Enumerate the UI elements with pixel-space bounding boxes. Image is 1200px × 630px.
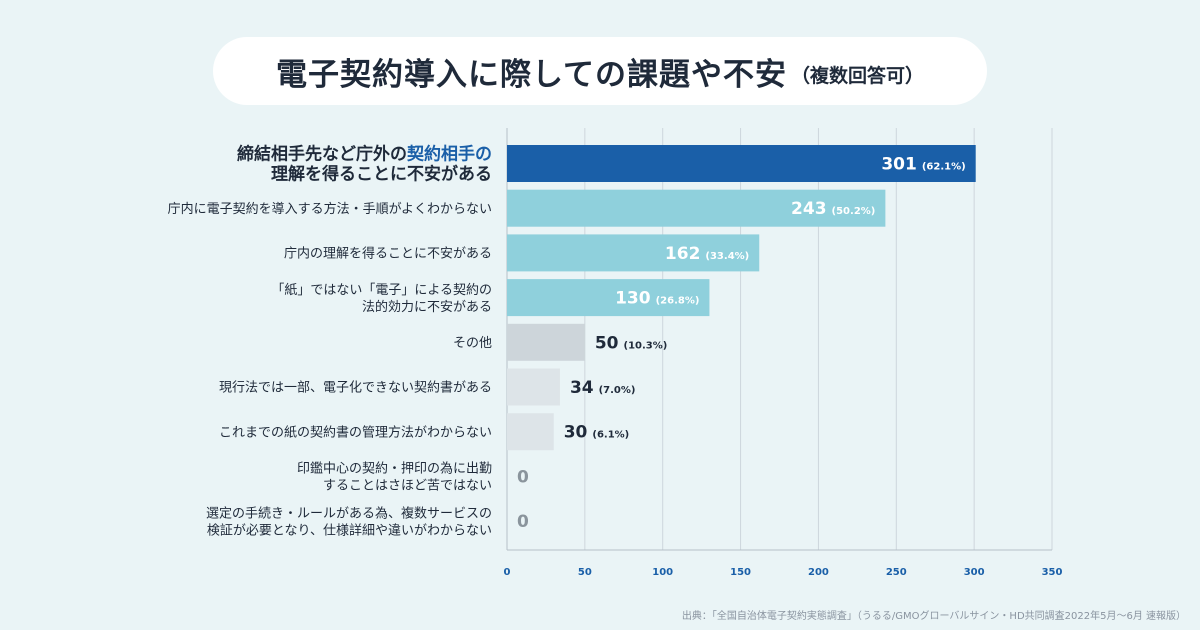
x-tick-label: 300 <box>964 567 985 578</box>
category-label: 理解を得ることに不安がある <box>271 164 492 185</box>
bar <box>507 413 554 451</box>
category-label: 締結相手先など庁外の契約相手の <box>237 144 492 165</box>
category-label-segment: 締結相手先など庁外の <box>237 144 407 165</box>
category-label-segment: 理解を得ることに不安がある <box>271 164 492 185</box>
data-label: 162 (33.4%) <box>665 244 749 264</box>
category-label: 「紙」ではない「電子」による契約の <box>271 283 492 298</box>
data-label-percent: (50.2%) <box>832 206 876 217</box>
x-tick-label: 250 <box>886 567 907 578</box>
data-label: 0 <box>517 512 529 532</box>
category-label-segment: これまでの紙の契約書の管理方法がわからない <box>219 424 492 440</box>
bar <box>507 368 560 406</box>
chart-title: 電子契約導入に際しての課題や不安 （複数回答可） <box>213 37 987 105</box>
category-label-segment: 契約相手の <box>406 144 492 165</box>
x-tick-label: 50 <box>578 567 592 578</box>
data-label: 130 (26.8%) <box>615 289 699 309</box>
title-subtitle: （複数回答可） <box>791 64 925 87</box>
data-label-value: 130 <box>615 289 651 309</box>
category-label: これまでの紙の契約書の管理方法がわからない <box>219 424 492 440</box>
data-label-percent: (6.1%) <box>592 430 629 441</box>
source-note: 出典：「全国自治体電子契約実態調査」（うるる/GMOグローバルサイン・HD共同調… <box>681 611 1186 622</box>
data-label-percent: (7.0%) <box>599 385 636 396</box>
x-tick-label: 350 <box>1042 567 1063 578</box>
category-label: その他 <box>453 336 492 351</box>
data-label-value: 34 <box>570 378 594 398</box>
x-tick-label: 0 <box>504 567 511 578</box>
bar <box>507 234 760 272</box>
x-tick-label: 150 <box>730 567 751 578</box>
data-label: 34 (7.0%) <box>570 378 636 398</box>
category-label-segment: することはさほど苦ではない <box>323 478 492 494</box>
data-label: 301 (62.1%) <box>881 155 965 175</box>
data-label-percent: (62.1%) <box>922 162 966 173</box>
data-label: 243 (50.2%) <box>791 199 875 219</box>
bar <box>507 279 710 317</box>
data-label-value: 301 <box>881 155 917 175</box>
category-label-segment: その他 <box>453 336 492 351</box>
category-label: 検証が必要となり、仕様詳細や違いがわからない <box>207 522 492 538</box>
data-label-percent: (33.4%) <box>705 251 749 262</box>
category-label: 庁内に電子契約を導入する方法・手順がよくわからない <box>168 201 492 217</box>
category-label-segment: 検証が必要となり、仕様詳細や違いがわからない <box>207 522 492 538</box>
category-label: 現行法では一部、電子化できない契約書がある <box>219 381 492 396</box>
data-label: 50 (10.3%) <box>595 333 668 353</box>
data-label-value: 162 <box>665 244 701 264</box>
data-label-value: 30 <box>564 423 588 443</box>
category-label-segment: 法的効力に不安がある <box>362 299 492 315</box>
category-label-segment: 庁内の理解を得ることに不安がある <box>284 246 492 262</box>
category-label-segment: 選定の手続き・ルールがある為、複数サービスの <box>206 505 492 521</box>
data-label: 30 (6.1%) <box>564 423 630 443</box>
category-label-segment: 現行法では一部、電子化できない契約書がある <box>219 381 492 396</box>
data-label-value: 0 <box>517 512 529 532</box>
data-label-value: 50 <box>595 333 619 353</box>
data-label-value: 0 <box>517 467 529 487</box>
category-label-segment: 「紙」ではない「電子」による契約の <box>271 283 492 298</box>
category-label-segment: 庁内に電子契約を導入する方法・手順がよくわからない <box>168 201 492 217</box>
data-label-value: 243 <box>791 199 827 219</box>
data-label: 0 <box>517 467 529 487</box>
x-tick-label: 100 <box>652 567 673 578</box>
bar <box>507 189 886 227</box>
category-label-segment: 印鑑中心の契約・押印の為に出勤 <box>297 461 492 477</box>
category-label: 印鑑中心の契約・押印の為に出勤 <box>297 461 492 477</box>
data-label-percent: (26.8%) <box>656 296 700 307</box>
category-label: 選定の手続き・ルールがある為、複数サービスの <box>206 505 492 521</box>
data-label-percent: (10.3%) <box>624 340 668 351</box>
bar <box>507 145 976 182</box>
category-label: 庁内の理解を得ることに不安がある <box>284 246 492 262</box>
category-label: することはさほど苦ではない <box>323 478 492 494</box>
title-main: 電子契約導入に際しての課題や不安 <box>275 56 788 93</box>
bar <box>507 323 585 361</box>
category-label: 法的効力に不安がある <box>362 299 492 315</box>
x-tick-label: 200 <box>808 567 829 578</box>
